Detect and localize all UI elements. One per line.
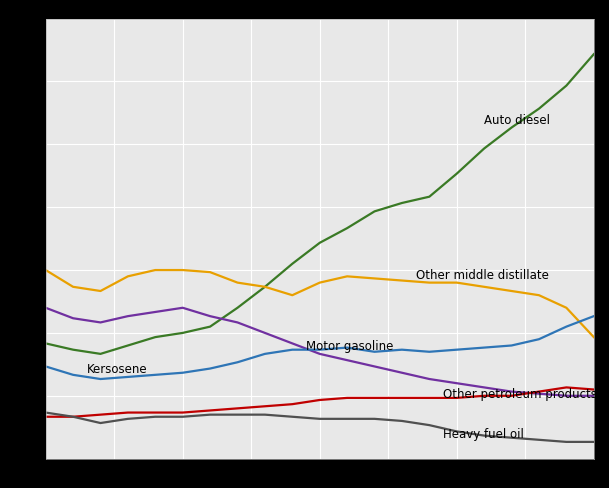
- Text: Other middle distillate: Other middle distillate: [415, 268, 549, 281]
- Text: Auto diesel: Auto diesel: [484, 113, 550, 126]
- Text: Kersosene: Kersosene: [86, 362, 147, 375]
- Text: Other petroleum products: Other petroleum products: [443, 387, 597, 400]
- Text: Motor gasoline: Motor gasoline: [306, 339, 393, 352]
- Text: Heavy fuel oil: Heavy fuel oil: [443, 427, 524, 440]
